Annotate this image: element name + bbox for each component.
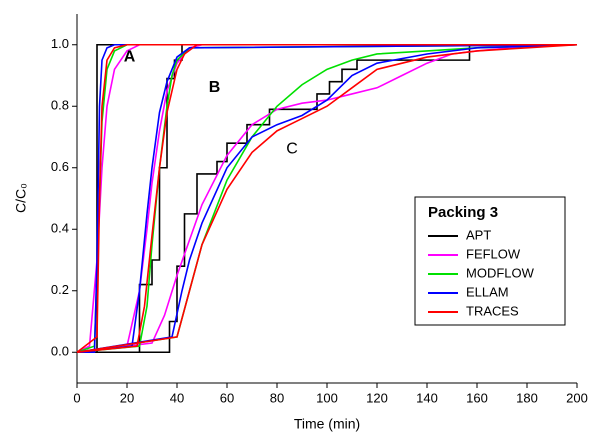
x-tick-label: 20 <box>120 390 134 405</box>
x-tick-label: 0 <box>73 390 80 405</box>
y-tick-label: 0.6 <box>51 159 69 174</box>
series-line <box>76 43 578 354</box>
annotation: C <box>286 141 298 158</box>
annotation: B <box>209 79 221 96</box>
x-axis-label: Time (min) <box>294 416 360 432</box>
x-tick-label: 160 <box>466 390 488 405</box>
y-axis-label: C/C₀ <box>13 183 29 213</box>
x-tick-label: 80 <box>270 390 284 405</box>
x-tick-label: 100 <box>316 390 338 405</box>
y-tick-label: 0.8 <box>51 98 69 113</box>
annotation: A <box>124 48 136 65</box>
legend-title: Packing 3 <box>428 204 498 221</box>
y-tick-label: 0.4 <box>51 221 69 236</box>
y-tick-label: 0.2 <box>51 282 69 297</box>
legend-label: MODFLOW <box>466 265 535 280</box>
legend-label: APT <box>466 227 491 242</box>
x-tick-label: 140 <box>416 390 438 405</box>
x-tick-label: 200 <box>566 390 588 405</box>
series-line <box>76 43 578 354</box>
legend-label: TRACES <box>466 303 519 318</box>
series-line <box>76 43 578 354</box>
y-tick-label: 0.0 <box>51 344 69 359</box>
legend-label: ELLAM <box>466 284 509 299</box>
series-line <box>77 43 577 354</box>
legend-box <box>414 196 566 326</box>
x-tick-label: 120 <box>366 390 388 405</box>
x-tick-label: 60 <box>220 390 234 405</box>
x-tick-label: 180 <box>516 390 538 405</box>
y-tick-label: 1.0 <box>51 36 69 51</box>
legend-label: FEFLOW <box>466 246 521 261</box>
series-line <box>76 43 577 353</box>
x-tick-label: 40 <box>170 390 184 405</box>
series-line <box>76 43 577 354</box>
